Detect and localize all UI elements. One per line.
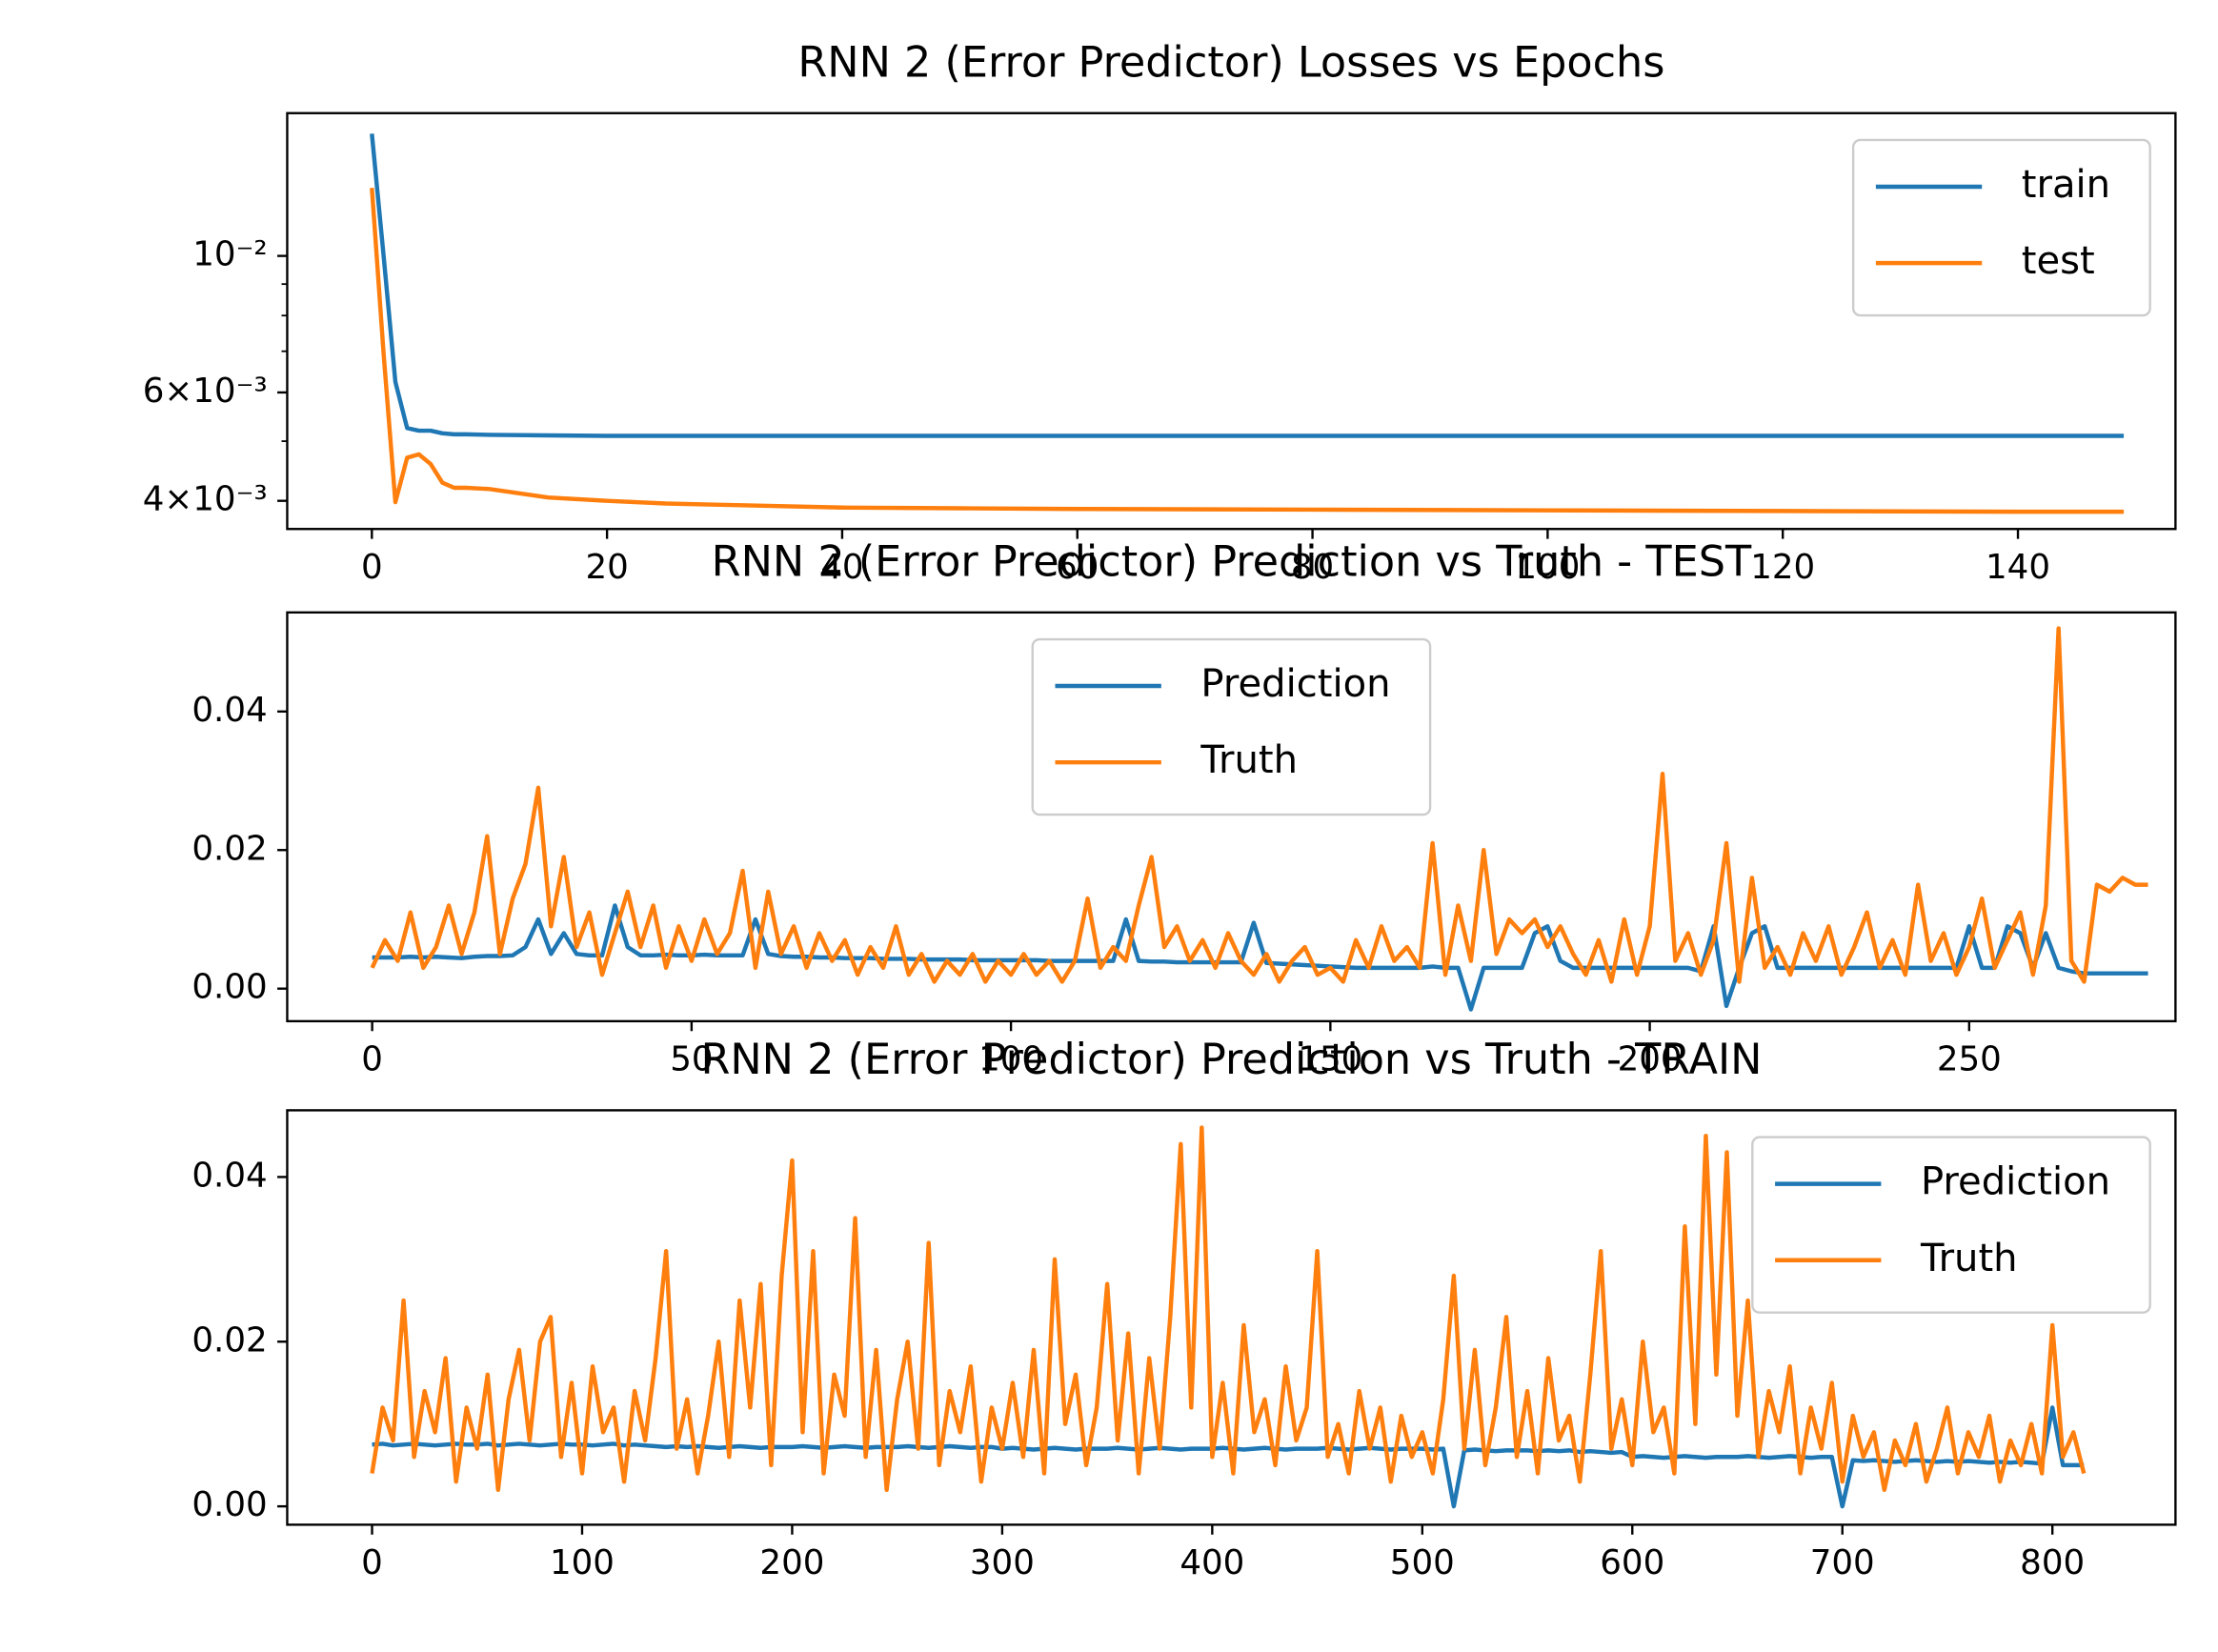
legend-label: Prediction: [1921, 1160, 2110, 1204]
x-tick-label: 100: [550, 1543, 615, 1582]
plot-area: [370, 133, 2125, 514]
x-tick-label: 120: [1750, 548, 1815, 587]
x-tick-label: 700: [1810, 1543, 1875, 1582]
y-tick-label: 0.04: [192, 1156, 267, 1195]
legend: train test: [1851, 138, 2151, 317]
x-tick-label: 50: [670, 1039, 713, 1078]
y-tick-label: 0.02: [192, 829, 267, 868]
plot-area: [370, 626, 2148, 1012]
legend-label: Prediction: [1200, 662, 1390, 706]
y-tick-label: 0.00: [192, 968, 267, 1007]
legend-label: test: [2022, 239, 2095, 283]
x-tick-label: 100: [1515, 548, 1580, 587]
chart-title: RNN 2 (Error Predictor) Prediction vs Tr…: [712, 536, 1752, 586]
data-line: [370, 1125, 2087, 1493]
y-tick-label: 0.04: [192, 691, 267, 730]
axes-frame: [286, 111, 2177, 531]
axes-frame: [286, 611, 2177, 1023]
x-tick-label: 300: [970, 1543, 1035, 1582]
x-tick-label: 0: [361, 1543, 383, 1582]
x-tick-label: 200: [1618, 1039, 1683, 1078]
legend-label: train: [2022, 163, 2110, 207]
x-tick-label: 140: [1986, 548, 2050, 587]
x-tick-label: 80: [1291, 548, 1334, 587]
x-tick-label: 500: [1390, 1543, 1455, 1582]
x-tick-label: 200: [759, 1543, 824, 1582]
y-tick-label: 0.00: [192, 1485, 267, 1524]
legend: Prediction Truth: [1031, 637, 1432, 816]
data-line: [370, 626, 2148, 984]
x-tick-label: 400: [1180, 1543, 1244, 1582]
x-tick-label: 40: [820, 548, 863, 587]
y-tick-label: 10⁻²: [192, 235, 267, 274]
x-tick-label: 60: [1056, 548, 1099, 587]
axes-frame: [286, 1109, 2177, 1526]
x-tick-label: 250: [1937, 1039, 2002, 1078]
legend-label: Truth: [1920, 1237, 2018, 1280]
x-tick-label: 0: [361, 1039, 383, 1078]
data-line: [370, 188, 2125, 514]
y-tick-label: 0.02: [192, 1320, 267, 1360]
x-tick-label: 100: [978, 1039, 1043, 1078]
x-tick-label: 150: [1298, 1039, 1362, 1078]
legend-box: [1751, 1136, 2151, 1314]
data-line: [370, 133, 2125, 438]
chart-title: RNN 2 (Error Predictor) Prediction vs Tr…: [700, 1035, 1762, 1084]
chart-title: RNN 2 (Error Predictor) Losses vs Epochs: [797, 37, 1664, 87]
plot-area: [370, 1125, 2087, 1509]
x-tick-label: 0: [361, 548, 383, 587]
legend-box: [1851, 138, 2151, 317]
legend-box: [1031, 637, 1432, 816]
x-tick-label: 800: [2020, 1543, 2085, 1582]
y-tick-label: 4×10⁻³: [143, 480, 268, 519]
legend-label: Truth: [1200, 738, 1298, 782]
legend: Prediction Truth: [1751, 1136, 2151, 1314]
x-tick-label: 20: [585, 548, 628, 587]
y-tick-label: 6×10⁻³: [143, 372, 268, 411]
x-tick-label: 600: [1600, 1543, 1664, 1582]
